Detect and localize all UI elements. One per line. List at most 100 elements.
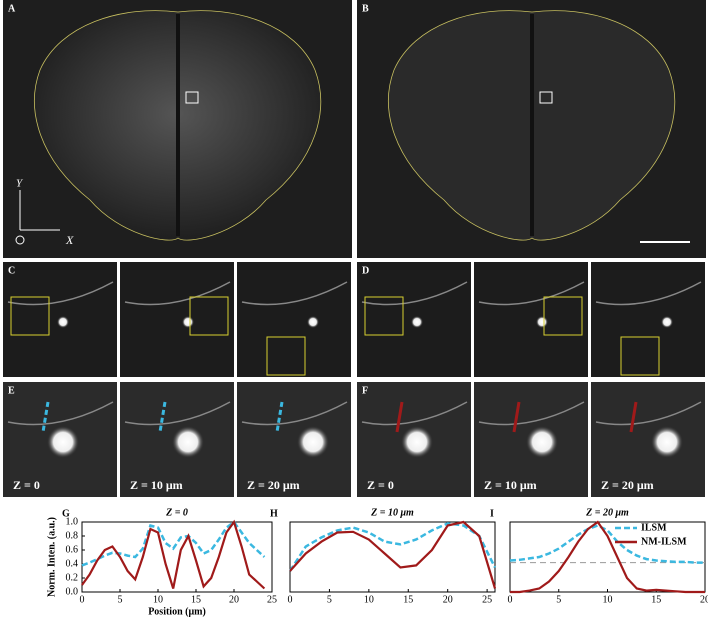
profile-line <box>395 401 404 433</box>
y-tick-label: 0.4 <box>66 558 79 569</box>
axis-label: Y <box>16 178 24 190</box>
roi <box>189 296 229 336</box>
y-tick-label: 0.2 <box>66 572 79 583</box>
y-axis-label: Norm. Inten. (a.u.) <box>46 517 57 597</box>
axis-label: X <box>65 233 74 247</box>
cell <box>411 316 423 328</box>
chart-title: Z = 10 μm <box>370 507 414 518</box>
depth-label: Z = 20 μm <box>601 478 654 492</box>
depth-label: Z = 0 <box>13 478 40 492</box>
panel-label: I <box>490 508 494 519</box>
panel-label: B <box>362 3 369 14</box>
cell <box>401 426 433 458</box>
x-tick-label: 10 <box>364 594 374 605</box>
micro-image <box>120 262 234 377</box>
fiber <box>7 281 114 306</box>
cell <box>57 316 69 328</box>
profile-line <box>512 401 521 433</box>
profile-line <box>275 401 284 433</box>
x-tick-label: 5 <box>118 594 123 605</box>
fiber <box>361 281 468 306</box>
micro-image <box>237 382 351 497</box>
series-line <box>81 519 266 590</box>
cell <box>307 316 319 328</box>
panel-label: F <box>362 385 368 396</box>
cell <box>47 426 79 458</box>
x-tick-label: 20 <box>443 594 453 605</box>
roi <box>364 296 404 336</box>
x-tick-label: 0 <box>508 594 513 605</box>
fiber <box>478 281 585 306</box>
x-tick-label: 10 <box>603 594 613 605</box>
micro-image <box>474 262 588 377</box>
panel-label: C <box>8 265 15 276</box>
series-line <box>509 524 705 564</box>
cell <box>297 426 329 458</box>
small-images: Z = 0 Z = 10 μm Z = 20 μm Z = 0 Z = 10 μm Z =… <box>3 262 705 497</box>
x-tick-label: 5 <box>327 594 332 605</box>
series-line <box>288 522 497 572</box>
fiber <box>595 281 702 306</box>
x-tick-label: 20 <box>229 594 239 605</box>
series-line <box>81 520 266 567</box>
cell <box>661 316 673 328</box>
depth-label: Z = 20 μm <box>247 478 300 492</box>
plot-frame <box>81 521 273 593</box>
profile-line <box>629 401 638 433</box>
x-tick-label: 20 <box>700 594 708 605</box>
cell <box>536 316 548 328</box>
chart-title: Z = 0 <box>165 507 188 518</box>
series-line <box>289 520 497 589</box>
x-tick-label: 0 <box>288 594 293 605</box>
fiber <box>124 281 231 306</box>
series-line <box>510 520 705 594</box>
cell <box>651 426 683 458</box>
cell <box>182 316 194 328</box>
panel-label: D <box>362 265 369 276</box>
panel-label: A <box>8 3 16 14</box>
plot-frame <box>289 521 496 593</box>
depth-label: Z = 0 <box>367 478 394 492</box>
chart-title: Z = 20 μm <box>585 507 629 518</box>
image-a <box>3 0 352 258</box>
x-tick-label: 25 <box>482 594 492 605</box>
profile-line <box>158 401 167 433</box>
roi <box>620 336 660 376</box>
micro-image <box>591 262 705 377</box>
x-tick-label: 0 <box>80 594 85 605</box>
x-axis-label: Position (μm) <box>148 606 206 617</box>
legend-label: ILSM <box>641 522 667 533</box>
y-tick-label: 0.6 <box>66 544 79 555</box>
x-tick-label: 15 <box>403 594 413 605</box>
panel-label: G <box>62 508 70 519</box>
x-tick-label: 25 <box>267 594 277 605</box>
x-tick-label: 15 <box>651 594 661 605</box>
fiber <box>595 401 702 426</box>
image-b <box>357 0 706 258</box>
depth-label: Z = 10 μm <box>484 478 537 492</box>
micro-image <box>237 262 351 377</box>
roi <box>543 296 583 336</box>
x-tick-label: 15 <box>191 594 201 605</box>
depth-label: Z = 10 μm <box>130 478 183 492</box>
roi <box>10 296 50 336</box>
cell <box>526 426 558 458</box>
fiber <box>478 401 585 426</box>
y-tick-label: 0.0 <box>66 586 79 597</box>
fiber <box>241 401 348 426</box>
fiber <box>361 401 468 426</box>
y-tick-label: 0.8 <box>66 530 79 541</box>
panel-label: E <box>8 385 15 396</box>
panel-label: H <box>270 508 278 519</box>
cell <box>172 426 204 458</box>
profile-line <box>41 401 50 433</box>
fiber <box>241 281 348 306</box>
fiber <box>7 401 114 426</box>
x-tick-label: 10 <box>153 594 163 605</box>
legend-label: NM-ILSM <box>641 536 687 547</box>
roi <box>266 336 306 376</box>
fiber <box>124 401 231 426</box>
x-tick-label: 5 <box>556 594 561 605</box>
y-tick-label: 1.0 <box>66 516 79 527</box>
